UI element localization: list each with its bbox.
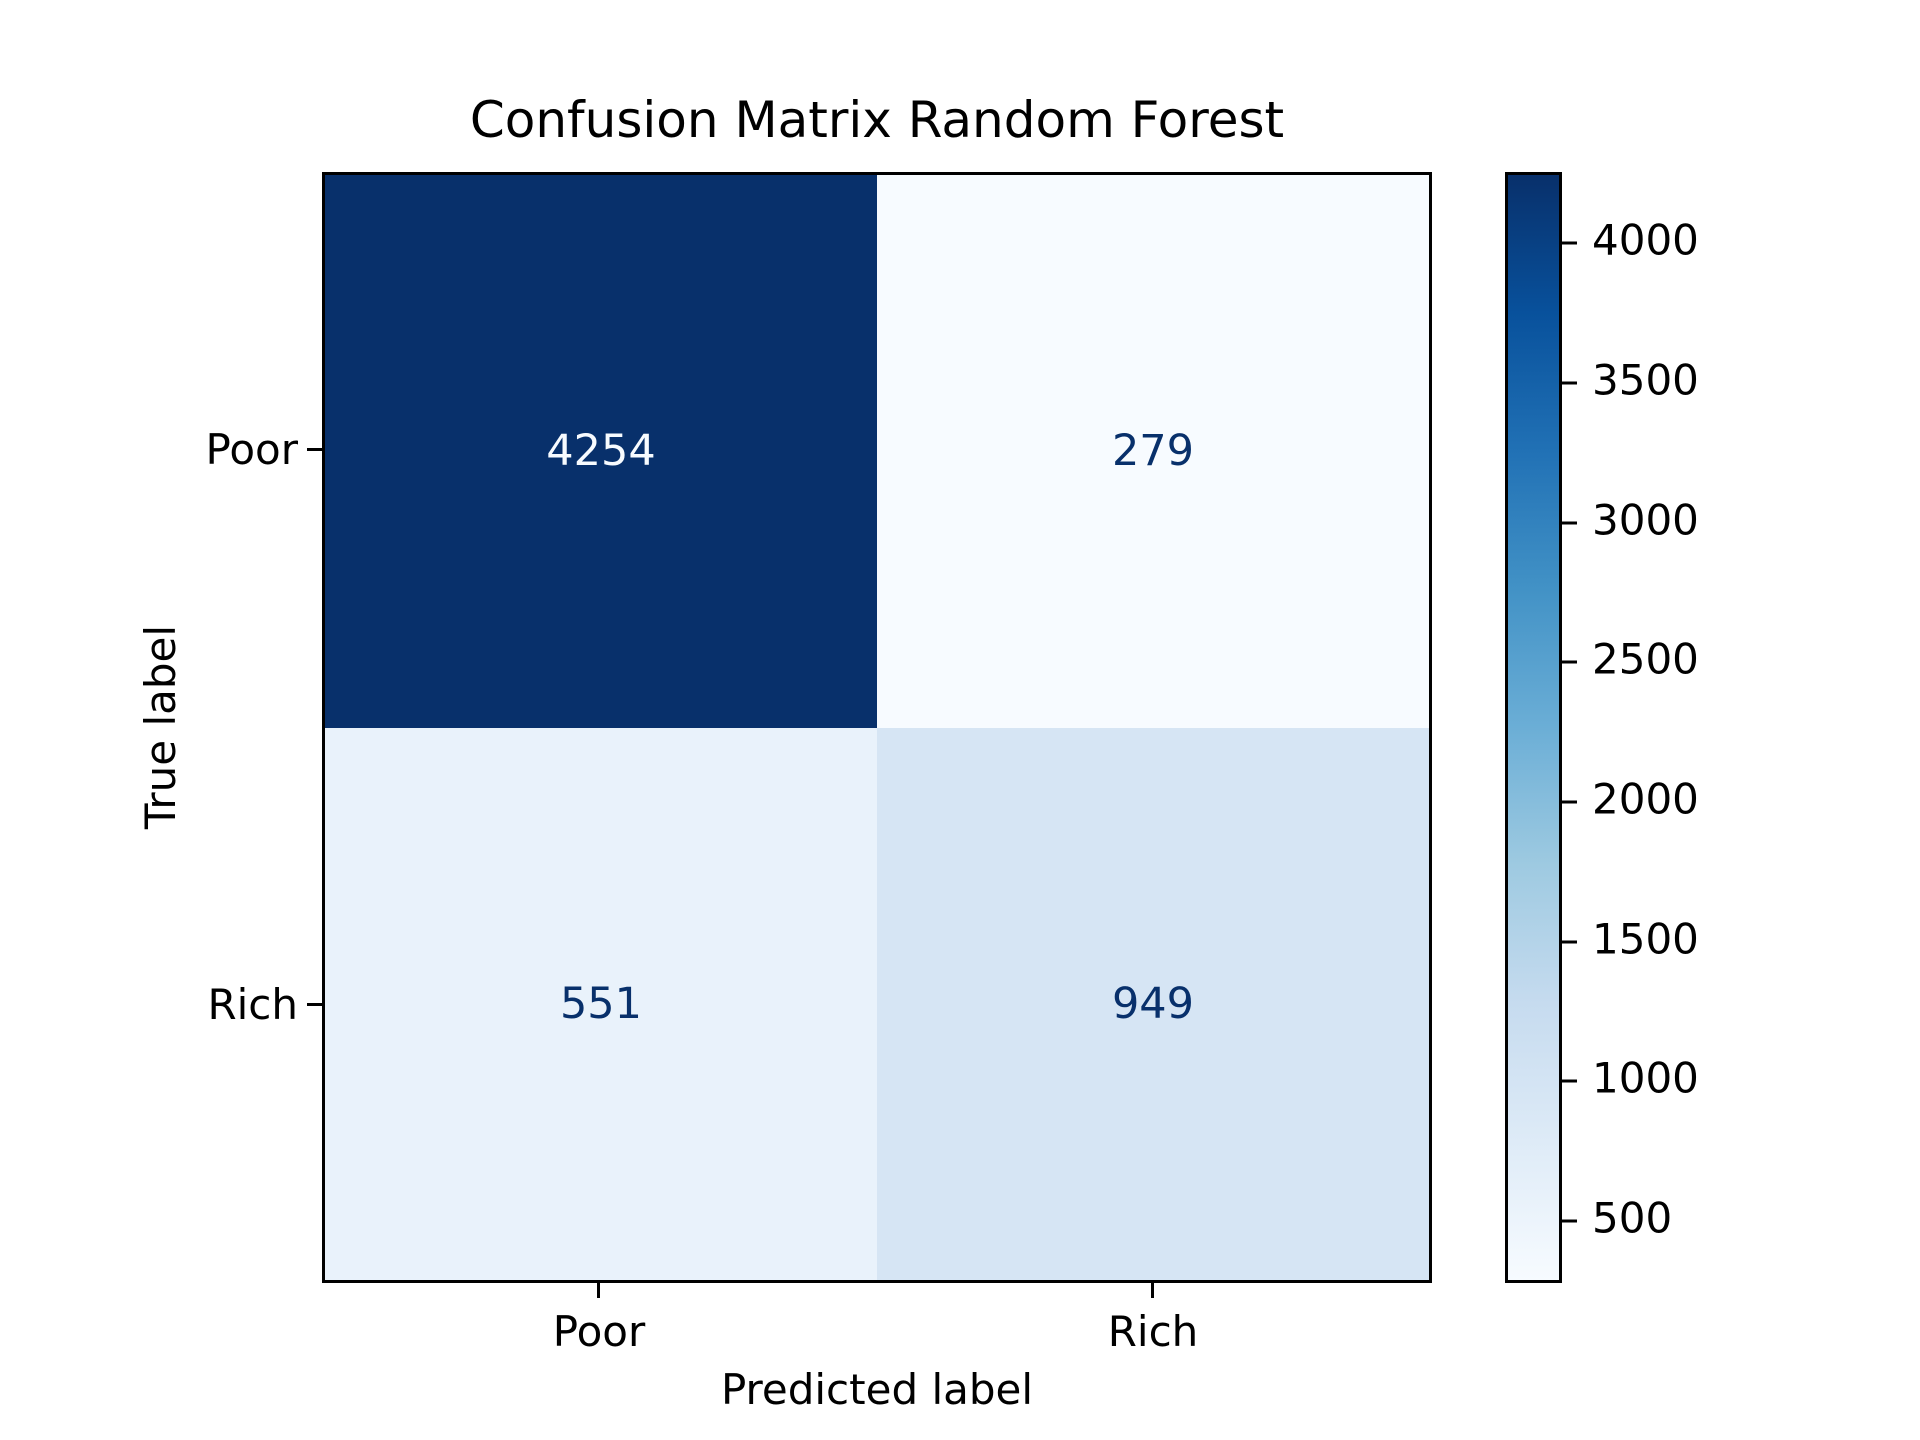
colorbar-tick-mark bbox=[1562, 241, 1577, 245]
colorbar-tick-mark bbox=[1562, 1219, 1577, 1223]
colorbar-tick-label: 1000 bbox=[1592, 1054, 1699, 1104]
cell-value: 279 bbox=[1111, 426, 1195, 477]
cell-value: 949 bbox=[1111, 978, 1195, 1029]
cell-true-rich-pred-poor: 551 bbox=[325, 727, 877, 1280]
cell-true-poor-pred-rich: 279 bbox=[877, 175, 1429, 728]
colorbar-tick-mark bbox=[1562, 940, 1577, 944]
cell-true-poor-pred-poor: 4254 bbox=[325, 175, 877, 728]
x-axis-label: Predicted label bbox=[720, 1365, 1034, 1414]
colorbar-gradient bbox=[1505, 172, 1562, 1283]
colorbar-tick-mark bbox=[1562, 381, 1577, 385]
y-tick-mark-poor bbox=[307, 448, 322, 451]
colorbar-tick-label: 2500 bbox=[1592, 634, 1699, 684]
colorbar-tick-label: 3500 bbox=[1592, 355, 1699, 405]
colorbar-tick-label: 1500 bbox=[1592, 914, 1699, 964]
colorbar-tick-label: 3000 bbox=[1592, 495, 1699, 545]
colorbar-axis: 500 1000 1500 2000 2500 3000 3500 4000 bbox=[1562, 172, 1862, 1283]
colorbar-tick-label: 500 bbox=[1592, 1193, 1673, 1243]
colorbar-tick-mark bbox=[1562, 521, 1577, 525]
x-tick-mark-rich bbox=[1151, 1283, 1154, 1298]
colorbar-tick-mark bbox=[1562, 1079, 1577, 1083]
cell-value: 551 bbox=[559, 978, 643, 1029]
colorbar-tick-label: 2000 bbox=[1592, 774, 1699, 824]
y-tick-label-poor: Poor bbox=[205, 425, 299, 474]
cell-value: 4254 bbox=[546, 426, 656, 477]
heatmap-plot: 4254 279 551 949 bbox=[322, 172, 1432, 1283]
chart-title: Confusion Matrix Random Forest bbox=[469, 91, 1285, 149]
colorbar-tick-label: 4000 bbox=[1592, 215, 1699, 265]
y-axis-label: True label bbox=[136, 624, 185, 830]
x-tick-label-rich: Rich bbox=[1107, 1307, 1199, 1356]
x-tick-label-poor: Poor bbox=[552, 1307, 646, 1356]
colorbar-tick-mark bbox=[1562, 800, 1577, 804]
y-tick-mark-rich bbox=[307, 1003, 322, 1006]
x-tick-mark-poor bbox=[597, 1283, 600, 1298]
y-tick-label-rich: Rich bbox=[207, 980, 298, 1029]
cell-true-rich-pred-rich: 949 bbox=[877, 727, 1429, 1280]
colorbar-tick-mark bbox=[1562, 660, 1577, 664]
